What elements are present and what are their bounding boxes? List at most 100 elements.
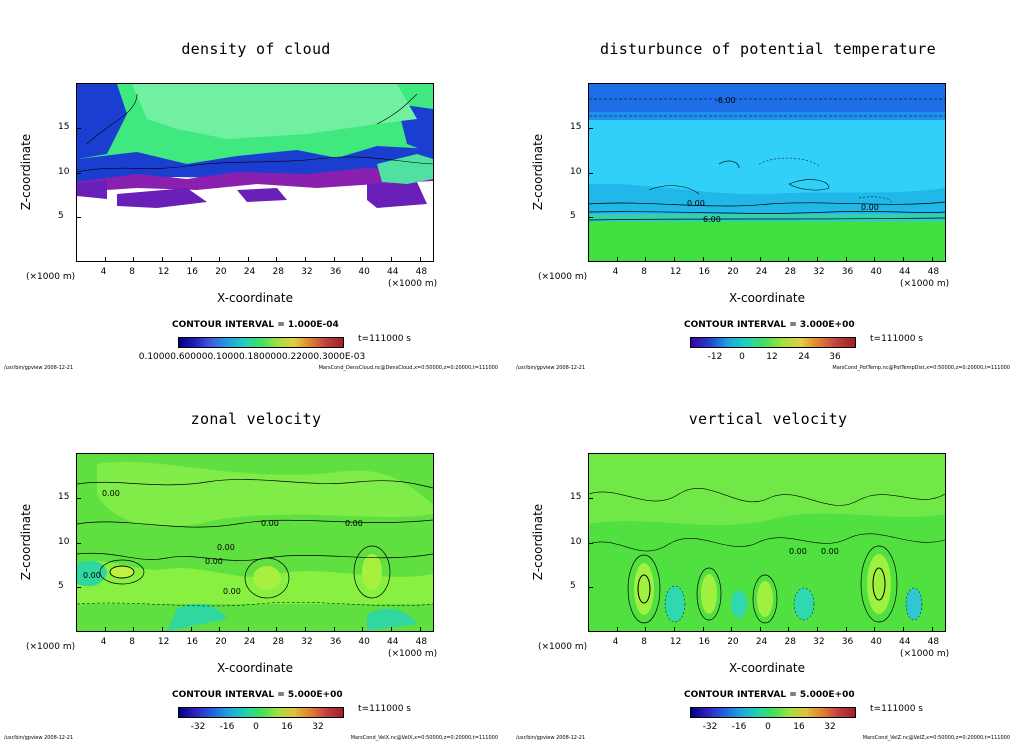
- x-tick-label: 44: [387, 637, 399, 647]
- velocity-region-warm: [362, 554, 382, 590]
- y-tick-mark: [76, 497, 81, 499]
- y-tick-mark: [588, 172, 593, 174]
- x-tick-mark: [702, 627, 704, 632]
- y-axis-label: Z-coordinate: [531, 133, 545, 211]
- contour-line: [589, 217, 945, 221]
- velocity-region-light: [589, 454, 945, 526]
- chart-title: vertical velocity: [688, 410, 848, 428]
- contour-label: 0.00: [205, 557, 223, 566]
- x-tick-label: 44: [899, 637, 911, 647]
- contour-line: [589, 533, 945, 552]
- x-tick-label: 20: [727, 267, 739, 277]
- x-tick-mark: [931, 627, 933, 632]
- x-tick-mark: [161, 627, 163, 632]
- colorbar-tick: 0: [253, 722, 259, 732]
- plot-area: 0.00 0.00 0.00 0.00 0.00 0.00 0.00: [76, 453, 434, 632]
- velocity-region-cool: [794, 588, 814, 620]
- x-tick-label: 16: [698, 637, 710, 647]
- colorbar-tick: 16: [281, 722, 293, 732]
- contour-label: 0.00: [687, 199, 705, 208]
- contour-line: [664, 585, 686, 623]
- x-tick-label: 36: [329, 637, 342, 647]
- x-tick-mark: [731, 627, 733, 632]
- contour-line: [589, 211, 945, 214]
- x-tick-label: 32: [301, 267, 313, 277]
- x-tick-label: 32: [813, 267, 825, 277]
- footer-left: /usr/bin/gpview 2008-12-21: [4, 365, 74, 371]
- x-tick-label: 44: [899, 267, 911, 277]
- x-tick-label: 24: [243, 267, 256, 277]
- footer-left: /usr/bin/gpview 2008-12-21: [516, 365, 586, 371]
- x-tick-mark: [419, 627, 421, 632]
- footer-right: MarsCond_VelX.nc@VelX,x=0:50000,z=0:2000…: [350, 735, 498, 741]
- colorbar-tick: -12: [707, 352, 723, 362]
- x-tick-mark: [645, 257, 647, 262]
- x-tick-label: 44: [387, 267, 399, 277]
- x-tick-mark: [673, 627, 675, 632]
- chart-title: density of cloud: [181, 40, 331, 58]
- contour-interval: CONTOUR INTERVAL = 5.000E+00: [684, 690, 855, 700]
- contour-line: [353, 545, 391, 599]
- x-tick-label: 48: [927, 637, 940, 647]
- x-tick-mark: [788, 257, 790, 262]
- cloud-region-green-lower: [377, 154, 433, 184]
- y-tick-mark: [76, 587, 81, 589]
- y-tick-mark: [588, 127, 593, 129]
- x-tick-mark: [759, 627, 761, 632]
- x-axis-label: X-coordinate: [729, 291, 805, 305]
- x-axis-label: X-coordinate: [217, 291, 293, 305]
- x-tick-mark: [247, 627, 249, 632]
- velocity-region-warm: [253, 566, 281, 590]
- x-tick-label: 12: [669, 267, 682, 277]
- y-tick-label: 10: [570, 536, 582, 547]
- contour-line: [905, 587, 923, 621]
- x-tick-mark: [133, 257, 135, 262]
- colorbar-tick: -16: [731, 722, 747, 732]
- x-tick-mark: [874, 257, 876, 262]
- x-tick-mark: [702, 257, 704, 262]
- x-tick-mark: [759, 257, 761, 262]
- y-tick-mark: [588, 542, 593, 544]
- x-tick-mark: [362, 627, 364, 632]
- x-tick-mark: [190, 627, 192, 632]
- contour-line: [788, 179, 830, 191]
- contour-line: [627, 554, 661, 624]
- velocity-region-warm: [110, 566, 134, 578]
- y-tick-label: 15: [58, 491, 70, 502]
- x-tick-label: 4: [100, 637, 107, 647]
- x-tick-mark: [931, 257, 933, 262]
- x-tick-mark: [845, 627, 847, 632]
- velocity-region-warm: [757, 581, 773, 617]
- colorbar-tick: 0: [739, 352, 745, 362]
- x-tick-mark: [104, 257, 106, 262]
- x-tick-label: 40: [870, 637, 882, 647]
- colorbar: [690, 707, 856, 718]
- x-tick-mark: [333, 257, 335, 262]
- x-tick-label: 48: [415, 637, 428, 647]
- contour-line: [77, 519, 433, 528]
- y-unit-label: (×1000 m): [26, 642, 76, 652]
- x-tick-mark: [276, 627, 278, 632]
- x-tick-label: 40: [358, 637, 370, 647]
- y-unit-label: (×1000 m): [26, 272, 76, 282]
- contour-line: [589, 488, 945, 506]
- x-tick-mark: [817, 627, 819, 632]
- cloud-region-blue: [77, 84, 433, 182]
- plot-area: -6.00 0.00 0.00 6.00: [588, 83, 946, 262]
- contour-line: [860, 545, 898, 623]
- x-tick-mark: [104, 627, 106, 632]
- x-tick-label: 20: [215, 637, 227, 647]
- x-unit-label: (×1000 m): [388, 649, 438, 659]
- velocity-region-warm: [867, 554, 891, 614]
- y-tick-label: 10: [58, 166, 70, 177]
- colorbar: [178, 337, 344, 348]
- panel-density-of-cloud: density of cloud Z-coordinate (×1000 m) …: [0, 0, 512, 371]
- y-tick-label: 15: [570, 121, 582, 132]
- x-tick-label: 48: [927, 267, 940, 277]
- x-tick-label: 40: [358, 267, 370, 277]
- time-label: t=111000 s: [870, 334, 923, 344]
- x-tick-mark: [391, 257, 393, 262]
- x-axis-label: X-coordinate: [729, 661, 805, 675]
- time-label: t=111000 s: [358, 334, 411, 344]
- contour-line: [858, 196, 892, 207]
